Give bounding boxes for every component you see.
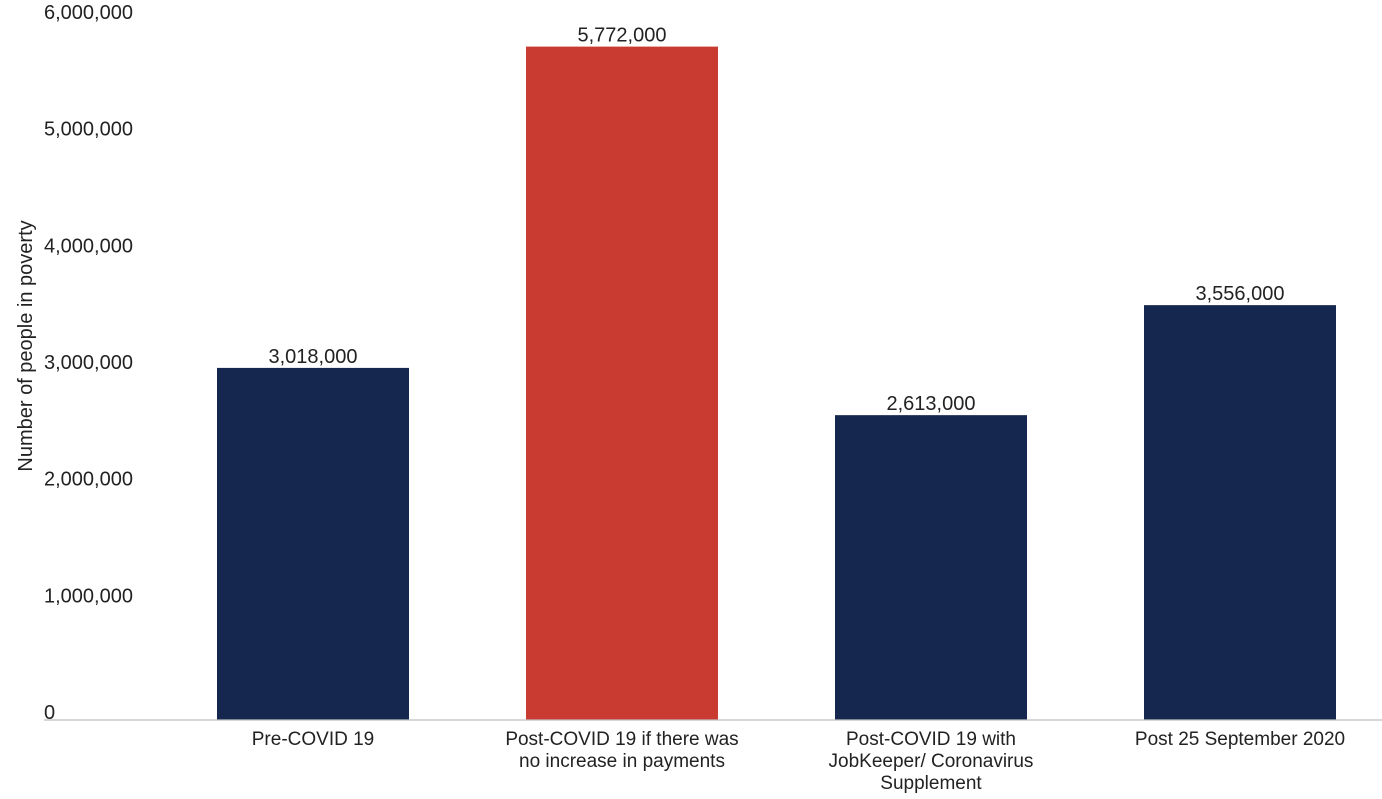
value-labels: 3,018,000 5,772,000 2,613,000 3,556,000 [269,25,1285,416]
x-tick-label: Pre-COVID 19 [252,729,374,750]
y-tick-label: 5,000,000 [44,119,133,141]
y-tick-label: 0 [44,702,55,724]
y-tick-label: 3,000,000 [44,352,133,374]
bar [526,46,718,721]
x-tick-label-line: Supplement [880,773,982,794]
data-label: 3,556,000 [1196,283,1285,305]
y-tick-label: 1,000,000 [44,585,133,607]
x-tick-label-line: Post 25 September 2020 [1135,729,1345,750]
bar [217,367,409,720]
y-tick-label: 4,000,000 [44,235,133,257]
x-tick-label: Post-COVID 19 if there was no increase in… [505,729,738,772]
data-label: 3,018,000 [269,346,358,368]
bar [1144,305,1336,720]
category-labels: Pre-COVID 19 Post-COVID 19 if there was no… [252,729,1345,794]
bars [217,46,1336,721]
x-tick-label-line: Post-COVID 19 if there was [505,729,738,750]
y-tick-label: 6,000,000 [44,2,133,24]
x-tick-label: Post 25 September 2020 [1135,729,1345,750]
x-tick-label-line: no increase in payments [519,751,725,772]
bar [835,415,1027,720]
data-label: 2,613,000 [887,393,976,415]
x-tick-label: Post-COVID 19 with JobKeeper/ Coronavirus… [829,729,1034,794]
y-tick-label: 2,000,000 [44,469,133,491]
y-axis-title: Number of people in poverty [15,220,37,471]
x-tick-label-line: JobKeeper/ Coronavirus [829,751,1034,772]
y-axis-ticks: 0 1,000,000 2,000,000 3,000,000 4,000,000 5,0… [44,2,133,724]
data-label: 5,772,000 [578,25,667,47]
x-tick-label-line: Pre-COVID 19 [252,729,374,750]
x-tick-label-line: Post-COVID 19 with [846,729,1016,750]
